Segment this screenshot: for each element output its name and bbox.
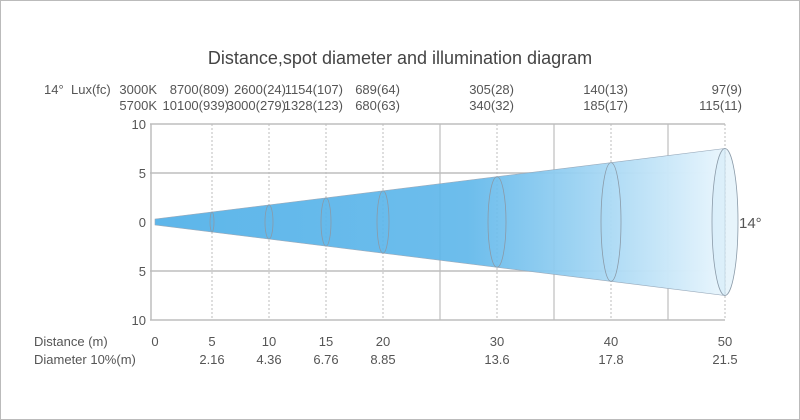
spot-ellipse <box>376 190 390 254</box>
diameter-value: 6.76 <box>313 352 338 367</box>
y-tick-label: 10 <box>132 117 146 132</box>
lux-3000k-value: 1154(107) <box>285 82 343 97</box>
y-tick-label: 10 <box>132 313 146 328</box>
cct-5700k-label: 5700K <box>119 98 157 113</box>
diameter-axis-label: Diameter 10%(m) <box>34 352 136 367</box>
lux-3000k-value: 97(9) <box>712 82 742 97</box>
distance-axis-label: Distance (m) <box>34 334 108 349</box>
spot-ellipse <box>711 148 739 296</box>
distance-tick-label: 15 <box>319 334 333 349</box>
spot-ellipse <box>487 176 507 268</box>
y-tick-label: 5 <box>139 166 146 181</box>
beam-angle-label: 14° <box>739 215 762 232</box>
cct-3000k-label: 3000K <box>119 82 157 97</box>
lux-5700k-value: 10100(939) <box>163 98 230 113</box>
lux-5700k-value: 340(32) <box>469 98 514 113</box>
distance-tick-label: 40 <box>604 334 618 349</box>
lux-5700k-value: 1328(123) <box>284 98 343 113</box>
distance-tick-label: 10 <box>262 334 276 349</box>
lux-3000k-value: 2600(24) <box>234 82 286 97</box>
distance-tick-label: 50 <box>718 334 732 349</box>
distance-tick-label: 30 <box>490 334 504 349</box>
lux-3000k-value: 305(28) <box>469 82 514 97</box>
lux-3000k-value: 8700(809) <box>170 82 229 97</box>
distance-tick-label: 20 <box>376 334 390 349</box>
lux-unit-label: Lux(fc) <box>71 82 111 97</box>
distance-tick-label: 0 <box>151 334 158 349</box>
diameter-value: 8.85 <box>370 352 395 367</box>
spot-ellipse <box>264 204 274 240</box>
chart-title: Distance,spot diameter and illumination … <box>207 48 593 68</box>
spot-ellipse <box>600 162 622 282</box>
diameter-value: 21.5 <box>712 352 737 367</box>
lux-3000k-value: 140(13) <box>583 82 628 97</box>
lux-angle-label: 14° <box>44 82 64 97</box>
spot-ellipse <box>320 197 332 247</box>
diameter-value: 2.16 <box>199 352 224 367</box>
lux-3000k-value: 689(64) <box>355 82 400 97</box>
y-tick-label: 0 <box>139 215 146 230</box>
diameter-value: 17.8 <box>598 352 623 367</box>
diameter-value: 13.6 <box>484 352 509 367</box>
lux-5700k-value: 185(17) <box>583 98 628 113</box>
spot-ellipse <box>209 211 215 233</box>
diameter-value: 4.36 <box>256 352 281 367</box>
lux-5700k-value: 3000(279) <box>227 98 286 113</box>
y-tick-label: 5 <box>139 264 146 279</box>
lux-5700k-value: 680(63) <box>355 98 400 113</box>
distance-tick-label: 5 <box>208 334 215 349</box>
lux-5700k-value: 115(11) <box>699 98 742 113</box>
